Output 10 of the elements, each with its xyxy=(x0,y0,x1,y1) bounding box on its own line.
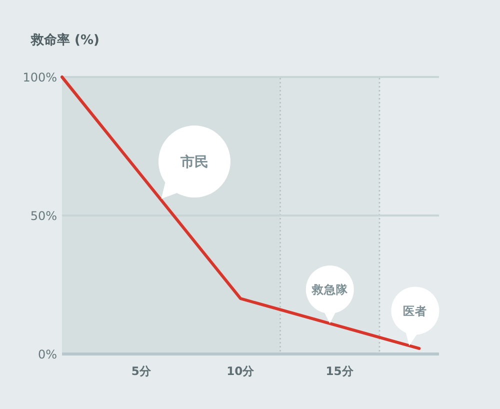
annotation: 市民 xyxy=(179,154,208,171)
y-axis-title: 救命率 (%) xyxy=(30,32,100,48)
x-tick-label: 5分 xyxy=(131,364,152,378)
x-tick-label: 10分 xyxy=(226,364,256,378)
x-tick-label: 15分 xyxy=(326,364,355,378)
y-tick-label: 100% xyxy=(22,70,57,84)
y-tick-label: 0% xyxy=(38,348,57,362)
y-tick-label: 50% xyxy=(30,209,57,223)
annotation: 救急隊 xyxy=(310,282,349,297)
annotation: 医者 xyxy=(403,304,428,318)
